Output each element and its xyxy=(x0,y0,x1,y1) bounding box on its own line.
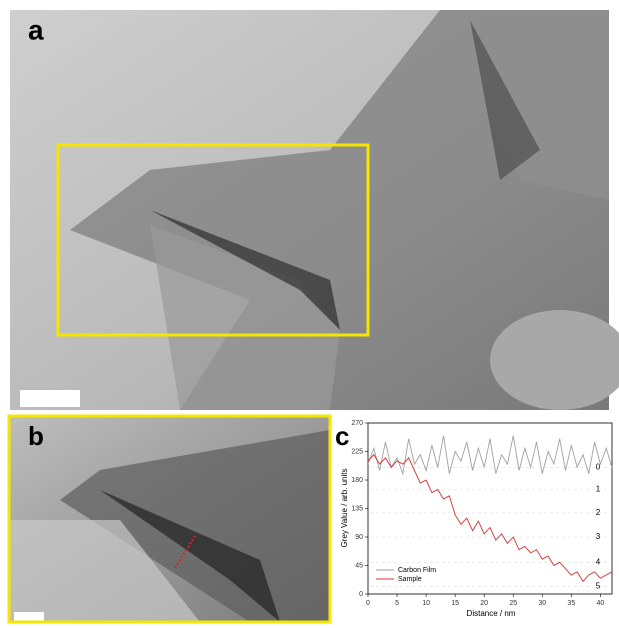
y-tick-label: 180 xyxy=(351,477,363,484)
panel-label: c xyxy=(335,421,349,451)
tem-image-a xyxy=(10,10,619,410)
y-tick-label: 135 xyxy=(351,505,363,512)
figure: a b c Grey Value / arb. units Distance /… xyxy=(0,0,619,628)
level-label: 3 xyxy=(596,532,601,541)
level-label: 5 xyxy=(596,582,601,591)
legend-label: Carbon Film xyxy=(398,567,436,574)
x-tick-label: 5 xyxy=(395,600,399,607)
tem-image-b xyxy=(9,416,330,622)
y-tick-label: 45 xyxy=(355,562,363,569)
x-axis-label: Distance / nm xyxy=(467,609,516,618)
y-axis-label: Grey Value / arb. units xyxy=(340,469,349,548)
y-tick-label: 90 xyxy=(355,534,363,541)
panel-label: a xyxy=(28,14,44,45)
level-label: 1 xyxy=(596,485,601,494)
x-tick-label: 0 xyxy=(366,600,370,607)
page: {"panel_labels": ["a", "b", "c"], "chart… xyxy=(0,0,619,628)
y-tick-label: 0 xyxy=(359,591,363,598)
level-label: 4 xyxy=(596,557,601,566)
level-label: 2 xyxy=(596,508,601,517)
y-tick-label: 270 xyxy=(351,420,363,427)
panel-label: b xyxy=(28,421,44,451)
x-tick-label: 30 xyxy=(538,600,546,607)
legend-label: Sample xyxy=(398,576,422,583)
x-tick-label: 10 xyxy=(422,600,430,607)
x-tick-label: 20 xyxy=(480,600,488,607)
x-tick-label: 35 xyxy=(567,600,575,607)
y-tick-label: 225 xyxy=(351,448,363,455)
x-tick-label: 15 xyxy=(451,600,459,607)
x-tick-label: 40 xyxy=(596,600,604,607)
x-tick-label: 25 xyxy=(509,600,517,607)
